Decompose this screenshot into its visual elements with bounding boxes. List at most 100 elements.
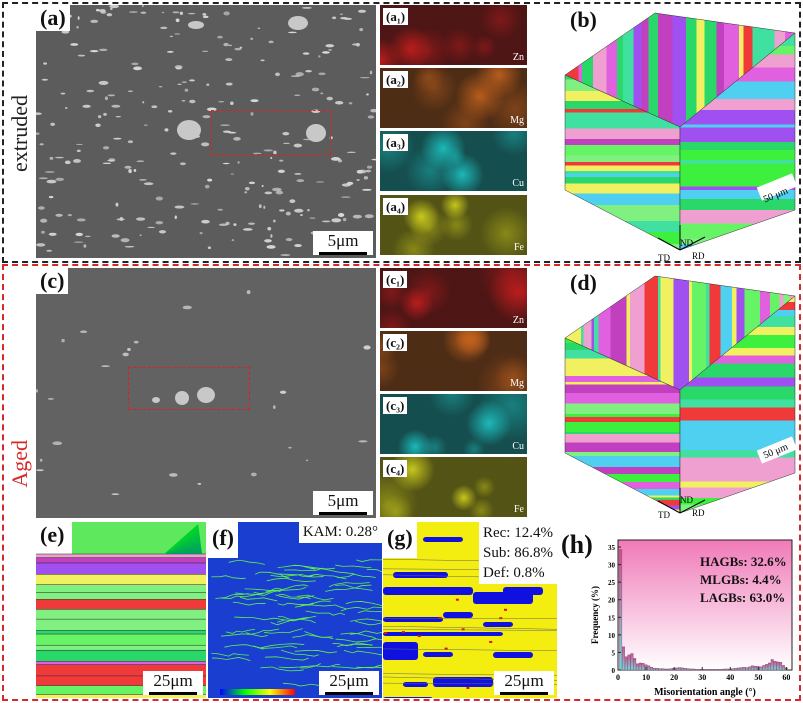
particle <box>357 9 367 13</box>
x-axis-label: Misorientation angle (°) <box>654 687 756 698</box>
particle <box>161 11 165 14</box>
kam-boundary <box>255 571 290 579</box>
x-tick-label: 20 <box>670 673 678 682</box>
particle <box>172 11 180 14</box>
particle <box>263 149 274 152</box>
histogram-bar <box>703 669 707 671</box>
particle <box>136 217 146 221</box>
y-axis-label: Frequency (%) <box>590 586 600 644</box>
particle <box>201 219 210 224</box>
panel-label: (a₄) <box>383 198 409 215</box>
kam-boundary <box>266 577 316 582</box>
kam-boundary <box>260 666 304 672</box>
particle <box>294 244 302 248</box>
kam-boundary <box>300 604 347 610</box>
particle <box>124 245 135 248</box>
particle <box>301 6 312 9</box>
kam-value: KAM: 0.28° <box>298 522 382 543</box>
particle <box>272 187 282 192</box>
particle <box>129 11 138 13</box>
kam-boundary <box>228 559 265 565</box>
particle <box>164 128 169 132</box>
particle <box>41 230 45 234</box>
particle <box>127 348 131 352</box>
particle <box>279 390 287 394</box>
particle <box>358 169 367 174</box>
element-label: Mg <box>510 115 524 126</box>
rd-arrow <box>679 499 706 514</box>
particle <box>40 218 48 223</box>
particle <box>102 162 112 165</box>
particle <box>175 18 180 23</box>
grain-band <box>36 664 206 676</box>
particle <box>359 76 370 79</box>
particle <box>264 191 273 195</box>
particle <box>294 94 301 96</box>
particle <box>110 7 113 11</box>
particle <box>79 330 88 334</box>
histogram-bar <box>680 667 684 671</box>
axis-rd: RD <box>692 251 705 261</box>
particle <box>113 137 122 140</box>
particle <box>127 140 134 144</box>
sem-image-aged: (c) 5μm <box>36 268 376 518</box>
particle <box>39 143 44 146</box>
kam-boundary <box>357 610 382 614</box>
particle <box>230 101 234 106</box>
histogram-bar <box>627 654 631 671</box>
particle <box>201 142 210 147</box>
particle <box>166 50 174 53</box>
kam-boundary <box>300 663 341 669</box>
particle <box>46 179 57 184</box>
histogram-bar <box>692 668 696 671</box>
particle <box>230 173 235 175</box>
particle <box>175 67 182 70</box>
axis-rd: RD <box>692 508 705 518</box>
x-tick-label: 30 <box>698 673 706 682</box>
particle <box>225 58 233 62</box>
deformed-grain <box>499 617 503 620</box>
particle <box>90 19 99 23</box>
particle <box>268 40 274 44</box>
particle <box>233 223 237 226</box>
panel-label: (a₁) <box>383 8 409 25</box>
particle <box>289 199 296 204</box>
recrystallized-grain <box>423 652 453 657</box>
plot-area <box>617 539 793 671</box>
recrystallized-grain <box>483 622 513 627</box>
histogram-bar <box>711 669 715 671</box>
particle <box>307 208 310 212</box>
particle <box>246 290 251 295</box>
grain-band <box>36 563 206 575</box>
td-arrow <box>657 237 681 251</box>
particle <box>352 214 362 219</box>
particle <box>64 160 71 165</box>
particle <box>243 228 253 231</box>
particle <box>343 17 352 21</box>
particle <box>197 482 202 485</box>
kam-boundary <box>278 663 321 669</box>
kam-boundary <box>270 616 309 626</box>
recrystallized-grain <box>433 677 493 687</box>
deformed-grain <box>384 631 388 634</box>
particle <box>77 54 86 57</box>
particle <box>341 196 351 198</box>
panel-label: (c₁) <box>383 271 408 288</box>
eds-map-cu: (a₃) Cu <box>380 131 527 191</box>
rd-arrow <box>679 236 706 251</box>
histogram-bar <box>779 662 783 671</box>
particle <box>139 234 142 237</box>
particle <box>55 213 63 217</box>
panel-label: (a) <box>36 5 70 31</box>
deformed-grain <box>444 647 448 650</box>
kam-boundary <box>305 610 346 616</box>
panel-label: (h) <box>561 530 593 559</box>
particle <box>233 137 241 141</box>
particle <box>143 124 148 126</box>
particle <box>223 11 230 16</box>
particle <box>362 188 372 191</box>
particle <box>346 181 354 185</box>
histogram-bar <box>636 663 639 671</box>
particle <box>331 218 342 223</box>
deformed-grain <box>461 628 465 631</box>
